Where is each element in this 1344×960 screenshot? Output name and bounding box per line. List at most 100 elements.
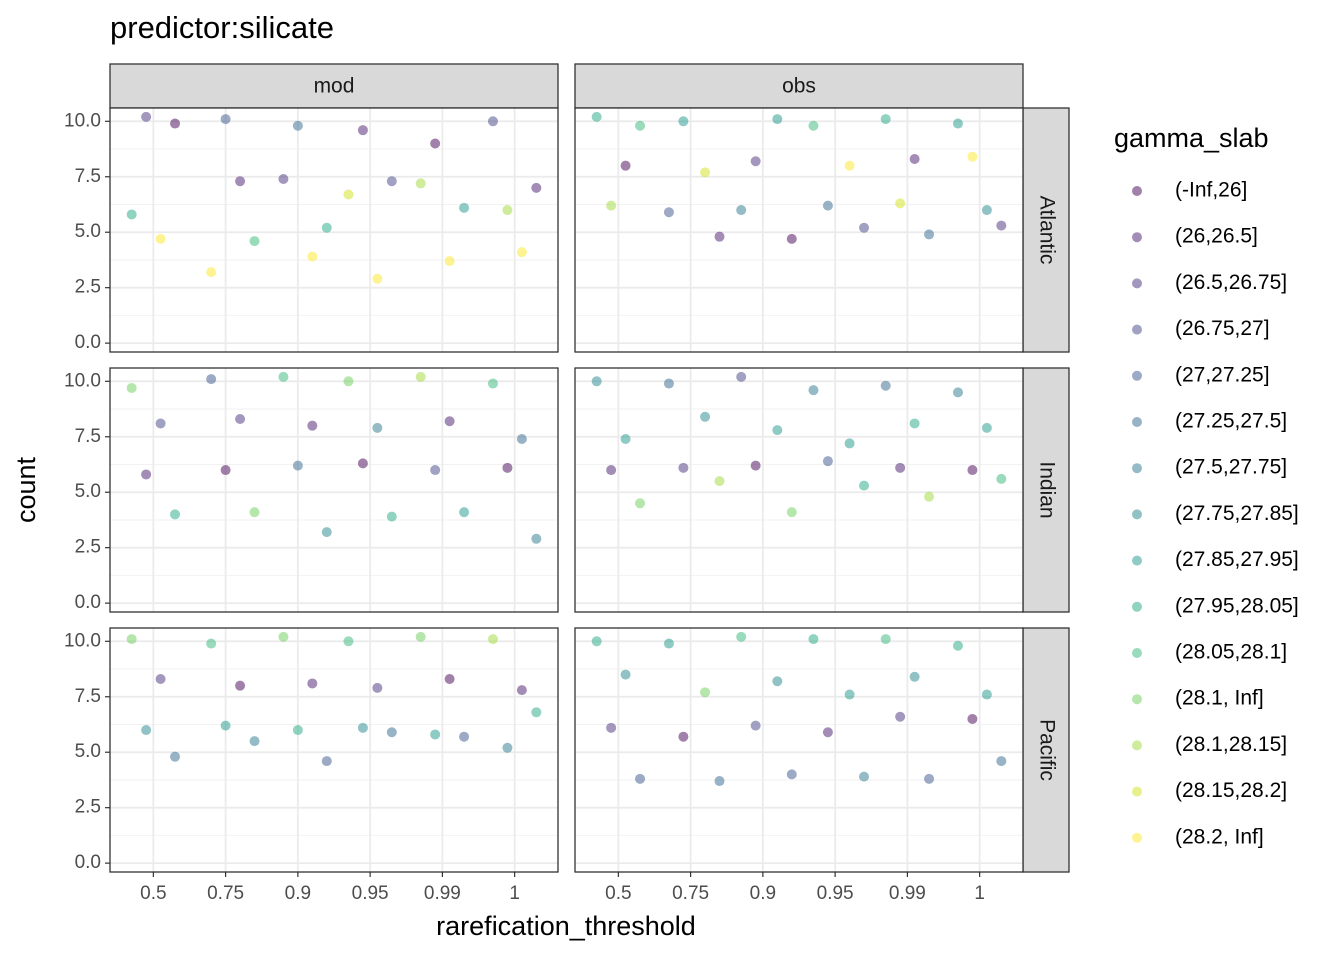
x-tick-label: 0.9 [750,883,776,904]
point [278,173,289,184]
point [750,156,761,167]
point [444,674,455,685]
point [736,371,747,382]
point [487,378,498,389]
legend-label: (27.75,27.85] [1175,502,1299,525]
point [206,267,217,278]
y-tick-label: 0.0 [75,852,101,873]
point [459,731,470,742]
point [531,533,542,544]
point [307,420,318,431]
point [895,711,906,722]
point [700,167,711,178]
y-tick-label: 10.0 [64,110,101,131]
point [372,422,383,433]
point [502,462,513,473]
point [372,682,383,693]
panel-border [574,627,1024,873]
point [220,465,231,476]
point [516,433,527,444]
x-tick-label: 0.75 [207,883,244,904]
legend-swatch [1132,694,1142,705]
point [772,676,783,687]
y-axis-label: count [11,456,41,523]
legend-label: (28.2, Inf] [1175,825,1264,848]
panel-border [109,627,559,873]
legend-swatch [1132,832,1142,843]
point [170,509,181,520]
point [952,118,963,129]
y-tick-label: 7.5 [75,166,101,187]
point [386,511,397,522]
legend-label: (28.1,28.15] [1175,733,1287,756]
x-tick-label: 0.95 [352,883,389,904]
point [880,114,891,125]
y-tick-label: 5.0 [75,481,101,502]
point [750,460,761,471]
y-tick-label: 5.0 [75,741,101,762]
point [249,236,260,247]
point [321,222,332,233]
point [292,725,303,736]
point [430,138,441,149]
legend-swatch [1132,786,1142,797]
point [714,776,725,787]
point [170,751,181,762]
point [343,376,354,387]
point [591,636,602,647]
point [880,380,891,391]
point [220,720,231,731]
point [126,382,137,393]
y-tick-label: 5.0 [75,221,101,242]
y-tick-label: 10.0 [64,630,101,651]
point [700,411,711,422]
y-tick-label: 2.5 [75,797,101,818]
point [487,634,498,645]
point [357,722,368,733]
point [155,418,166,429]
x-tick-label: 0.5 [140,883,166,904]
point [307,251,318,262]
point [620,160,631,171]
point [235,680,246,691]
point [924,229,935,240]
strip [1022,627,1070,873]
strip [1022,107,1070,353]
point [155,674,166,685]
point [822,200,833,211]
point [909,154,920,165]
point [606,200,617,211]
x-tick-label: 0.9 [285,883,311,904]
point [635,120,646,131]
legend-swatch [1132,278,1142,289]
panel-border [109,107,559,353]
y-tick-label: 2.5 [75,277,101,298]
strip-label: Atlantic [1035,196,1058,265]
y-tick-label: 7.5 [75,426,101,447]
legend-label: (28.15,28.2] [1175,779,1287,802]
point [357,458,368,469]
legend-label: (27.95,28.05] [1175,594,1299,617]
point [844,438,855,449]
legend-label: (28.1, Inf] [1175,687,1264,710]
point [808,385,819,396]
legend-label: (27.25,27.5] [1175,410,1287,433]
point [487,116,498,127]
point [967,151,978,162]
point [663,638,674,649]
point [126,209,137,220]
strip-label: mod [314,75,355,98]
x-tick-label: 0.99 [424,883,461,904]
point [700,687,711,698]
legend-swatch [1132,186,1142,196]
point [663,378,674,389]
legend-label: (26.5,26.75] [1175,271,1287,294]
strip [109,63,559,109]
panel-border [574,367,1024,613]
point [459,202,470,213]
point [808,120,819,131]
point [430,729,441,740]
x-tick-label: 0.75 [672,883,709,904]
point [126,634,137,645]
